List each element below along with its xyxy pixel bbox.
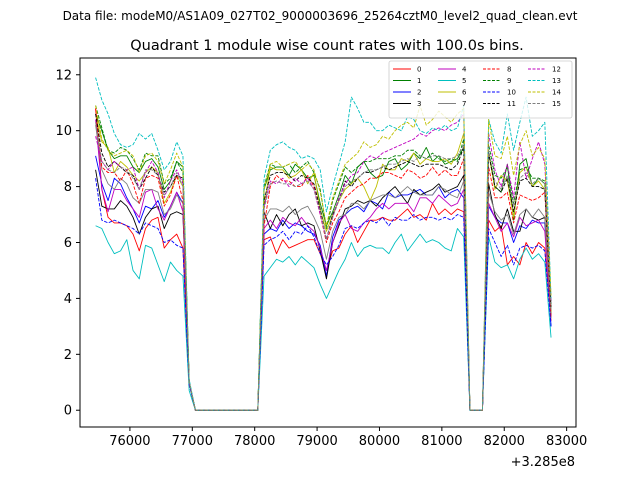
y-tick-label-10: 10	[55, 124, 72, 139]
series-line-14	[95, 105, 552, 411]
legend-label-1: 1	[417, 77, 421, 85]
legend-label-9: 9	[507, 77, 511, 85]
plot-area: 76000 77000 78000 79000 80000 81000 82000 83000…	[55, 57, 587, 449]
legend-label-5: 5	[462, 77, 466, 85]
legend-label-12: 12	[552, 66, 561, 74]
y-tick-label-4: 4	[64, 292, 72, 307]
legend-label-13: 13	[552, 77, 561, 85]
legend-box	[388, 60, 573, 119]
x-tick-label-81000: 81000	[421, 434, 462, 449]
series-group	[95, 77, 552, 411]
x-tick-label-80000: 80000	[359, 434, 400, 449]
legend-label-2: 2	[417, 89, 421, 97]
legend-label-4: 4	[462, 66, 467, 74]
legend-label-6: 6	[462, 89, 467, 97]
legend-label-8: 8	[507, 66, 511, 74]
x-tick-label-83000: 83000	[546, 434, 587, 449]
legend-label-14: 14	[552, 89, 561, 97]
legend-label-7: 7	[462, 100, 466, 108]
y-tick-label-0: 0	[64, 404, 72, 419]
y-tick-label-2: 2	[64, 348, 72, 363]
legend-label-0: 0	[417, 66, 421, 74]
legend-label-11: 11	[507, 100, 516, 108]
x-tick-label-77000: 77000	[172, 434, 213, 449]
x-tick-label-82000: 82000	[484, 434, 525, 449]
chart-title: Quadrant 1 module wise count rates with …	[130, 38, 524, 54]
y-tick-label-12: 12	[55, 68, 72, 83]
series-line-13	[95, 77, 552, 411]
suptitle: Data file: modeM0/AS1A09_027T02_90000036…	[63, 9, 578, 23]
x-tick-label-79000: 79000	[296, 434, 337, 449]
x-tick-label-78000: 78000	[234, 434, 275, 449]
legend-label-15: 15	[552, 100, 561, 108]
legend-label-3: 3	[417, 100, 421, 108]
y-tick-label-8: 8	[64, 180, 72, 195]
x-tick-label-76000: 76000	[109, 434, 150, 449]
y-tick-label-6: 6	[64, 236, 72, 251]
legend-label-10: 10	[507, 89, 516, 97]
x-offset-label: +3.285e8	[511, 455, 575, 470]
